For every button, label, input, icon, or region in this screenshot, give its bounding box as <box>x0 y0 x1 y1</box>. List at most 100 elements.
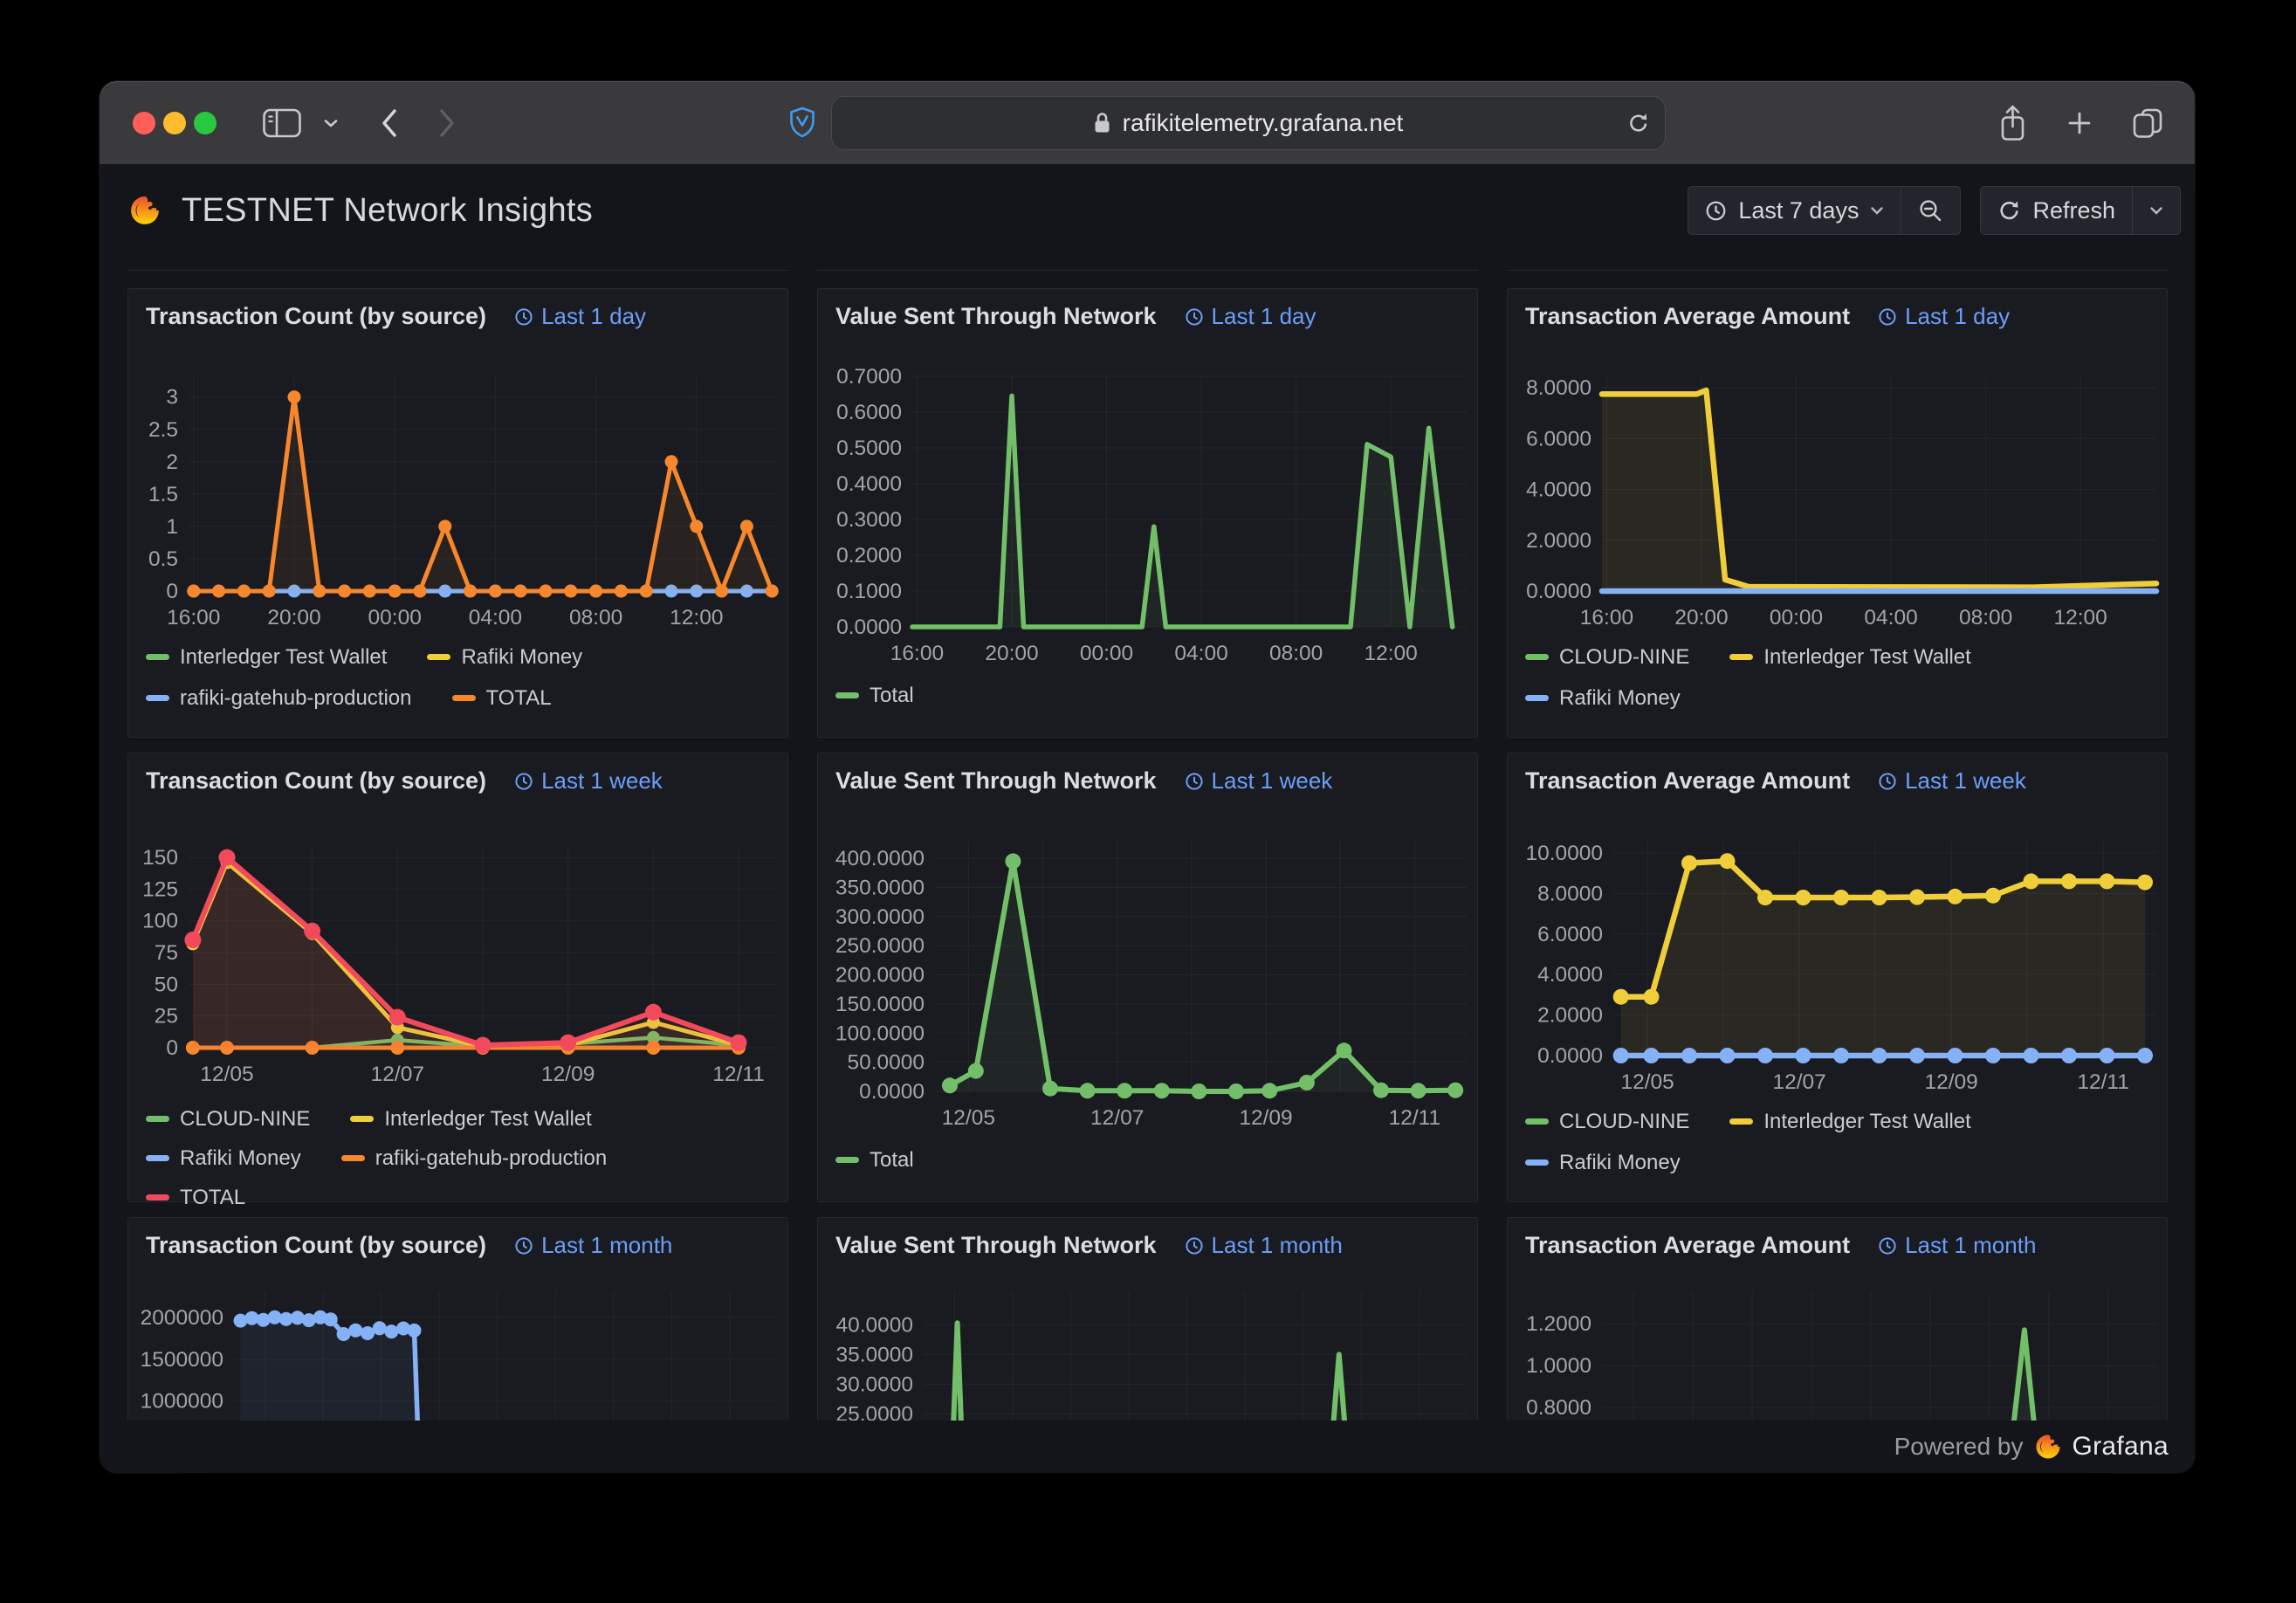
panel-title[interactable]: Value Sent Through Network <box>835 1232 1157 1258</box>
legend-item[interactable]: rafiki-gatehub-production <box>340 1146 607 1171</box>
legend-item[interactable]: TOTAL <box>146 1186 245 1210</box>
panel-grid: Transaction Count (by source) Last 1 day… <box>127 288 2168 1421</box>
panel-title[interactable]: Transaction Count (by source) <box>146 303 487 329</box>
panel-title[interactable]: Value Sent Through Network <box>835 303 1157 329</box>
dashboard-header: TESTNET Network Insights Last 7 days <box>127 185 2181 236</box>
clock-icon <box>1185 307 1203 326</box>
panel-time-range-link[interactable]: Last 1 day <box>1185 303 1316 330</box>
legend-color-chip <box>427 654 451 660</box>
legend-item[interactable]: rafiki-gatehub-production <box>146 686 412 711</box>
legend-color-chip <box>146 1116 169 1122</box>
legend-item[interactable]: CLOUD-NINE <box>1525 1110 1689 1134</box>
svg-text:35.0000: 35.0000 <box>835 1343 913 1366</box>
chevron-down-icon[interactable] <box>323 118 339 128</box>
svg-text:04:00: 04:00 <box>469 606 522 630</box>
svg-text:50.0000: 50.0000 <box>847 1051 925 1075</box>
zoom-out-button[interactable] <box>1901 187 1960 234</box>
panel-time-range-link[interactable]: Last 1 day <box>514 303 646 330</box>
tab-overview-icon[interactable] <box>2130 107 2165 140</box>
panel-time-range-link[interactable]: Last 1 month <box>1185 1232 1343 1259</box>
dashboard-viewport: TESTNET Network Insights Last 7 days <box>100 164 2195 1421</box>
panel-title[interactable]: Transaction Average Amount <box>1525 1232 1851 1258</box>
legend-item[interactable]: Total <box>835 1148 914 1173</box>
clock-icon <box>515 307 533 326</box>
panel-title[interactable]: Transaction Average Amount <box>1525 303 1851 329</box>
svg-text:16:00: 16:00 <box>1580 606 1633 630</box>
panel-title[interactable]: Transaction Count (by source) <box>146 1232 487 1258</box>
panel-chart[interactable]: 12/05 12/07 12/09 12/11 0.0000 2.0000 4.0000 6.… <box>1508 753 2169 1203</box>
panel-title[interactable]: Transaction Average Amount <box>1525 767 1851 794</box>
window-close-button[interactable] <box>133 111 155 134</box>
legend-item[interactable]: Rafiki Money <box>1525 686 1681 711</box>
window-minimize-button[interactable] <box>163 111 186 134</box>
svg-text:1.2000: 1.2000 <box>1526 1312 1591 1336</box>
svg-text:0.6000: 0.6000 <box>836 401 902 424</box>
legend-item[interactable]: Total <box>835 684 914 708</box>
window-zoom-button[interactable] <box>194 111 217 134</box>
privacy-shield-icon[interactable] <box>787 106 817 141</box>
panel-time-range-link[interactable]: Last 1 week <box>1878 767 2026 795</box>
reload-icon[interactable] <box>1626 111 1651 135</box>
svg-text:400.0000: 400.0000 <box>835 847 925 870</box>
legend-item[interactable]: CLOUD-NINE <box>1525 645 1689 670</box>
legend-label: Rafiki Money <box>1559 1150 1681 1174</box>
svg-text:2.5: 2.5 <box>148 418 178 442</box>
panel-title[interactable]: Transaction Count (by source) <box>146 767 487 794</box>
panel-title[interactable]: Value Sent Through Network <box>835 767 1157 794</box>
legend-item[interactable]: Interledger Test Wallet <box>350 1107 592 1132</box>
legend-item[interactable]: CLOUD-NINE <box>146 1107 310 1132</box>
panel-chart[interactable]: 12/05 12/07 12/09 12/11 0.0000 50.0000 100.000… <box>818 753 1479 1203</box>
svg-text:12/11: 12/11 <box>2077 1070 2129 1094</box>
svg-text:200.0000: 200.0000 <box>835 964 925 987</box>
legend-color-chip <box>146 1194 169 1201</box>
refresh-button[interactable]: Refresh <box>1981 187 2132 234</box>
refresh-interval-dropdown[interactable] <box>2132 187 2180 234</box>
sidebar-toggle-icon[interactable] <box>262 107 302 140</box>
new-tab-icon[interactable] <box>2066 109 2093 137</box>
legend-label: Total <box>870 683 914 707</box>
clock-icon <box>1879 772 1896 790</box>
legend-item[interactable]: TOTAL <box>451 686 552 711</box>
grafana-footer-logo[interactable] <box>2033 1432 2063 1462</box>
share-icon[interactable] <box>1997 103 2029 143</box>
time-range-picker[interactable]: Last 7 days <box>1688 187 1901 234</box>
svg-text:12/09: 12/09 <box>1924 1070 1977 1094</box>
panel-chart[interactable]: 16:00 20:00 00:00 04:00 08:00 12:00 0.0000 2.00… <box>1508 289 2169 739</box>
legend-item[interactable]: Interledger Test Wallet <box>1729 645 1971 670</box>
address-bar[interactable]: rafikitelemetry.grafana.net <box>830 95 1666 150</box>
panel-chart[interactable]: 0.8000 1.0000 1.2000 <box>1508 1218 2169 1421</box>
panel-chart[interactable]: 16:00 20:00 00:00 04:00 08:00 12:00 0 0.5 1 1.5 2 2… <box>128 289 789 739</box>
legend-item[interactable]: Interledger Test Wallet <box>1729 1110 1971 1134</box>
panel-chart[interactable]: 1000000 1500000 2000000 <box>128 1218 789 1421</box>
refresh-label: Refresh <box>2032 196 2115 224</box>
panel-chart[interactable]: 12/05 12/07 12/09 12/11 0 25 50 75 100 125 150 <box>128 753 789 1203</box>
dashboard-page: TESTNET Network Insights Last 7 days <box>100 164 2195 1473</box>
panel-chart[interactable]: 25.0000 30.0000 35.0000 40.0000 <box>818 1218 1479 1421</box>
svg-text:12/11: 12/11 <box>1389 1106 1441 1130</box>
back-icon[interactable] <box>381 108 398 138</box>
legend-color-chip <box>146 695 169 701</box>
svg-text:4.0000: 4.0000 <box>1526 478 1591 502</box>
panel-time-range-link[interactable]: Last 1 week <box>1185 767 1332 795</box>
panel-time-range-label: Last 1 day <box>1211 303 1316 329</box>
lock-icon <box>1095 113 1110 133</box>
panel-chart[interactable]: 16:00 20:00 00:00 04:00 08:00 12:00 0.0000 0.10… <box>818 289 1479 739</box>
panel-time-range-link[interactable]: Last 1 month <box>1878 1232 2036 1259</box>
panel-time-range-link[interactable]: Last 1 month <box>514 1232 672 1259</box>
panel-time-range-link[interactable]: Last 1 day <box>1878 303 2010 330</box>
svg-text:4.0000: 4.0000 <box>1537 963 1603 987</box>
url-text: rafikitelemetry.grafana.net <box>1122 108 1404 136</box>
legend-item[interactable]: Interledger Test Wallet <box>146 645 387 670</box>
legend-item[interactable]: Rafiki Money <box>146 1146 301 1171</box>
grafana-brand-text[interactable]: Grafana <box>2072 1432 2169 1461</box>
legend-item[interactable]: Rafiki Money <box>1525 1151 1681 1175</box>
svg-text:0: 0 <box>166 1036 178 1060</box>
svg-text:150: 150 <box>142 846 178 870</box>
legend-item[interactable]: Rafiki Money <box>427 645 582 670</box>
dashboard-controls: Last 7 days <box>1688 186 2181 235</box>
forward-icon[interactable] <box>438 108 456 138</box>
svg-text:1500000: 1500000 <box>141 1348 223 1372</box>
svg-text:150.0000: 150.0000 <box>835 993 925 1016</box>
panel-time-range-link[interactable]: Last 1 week <box>514 767 663 795</box>
